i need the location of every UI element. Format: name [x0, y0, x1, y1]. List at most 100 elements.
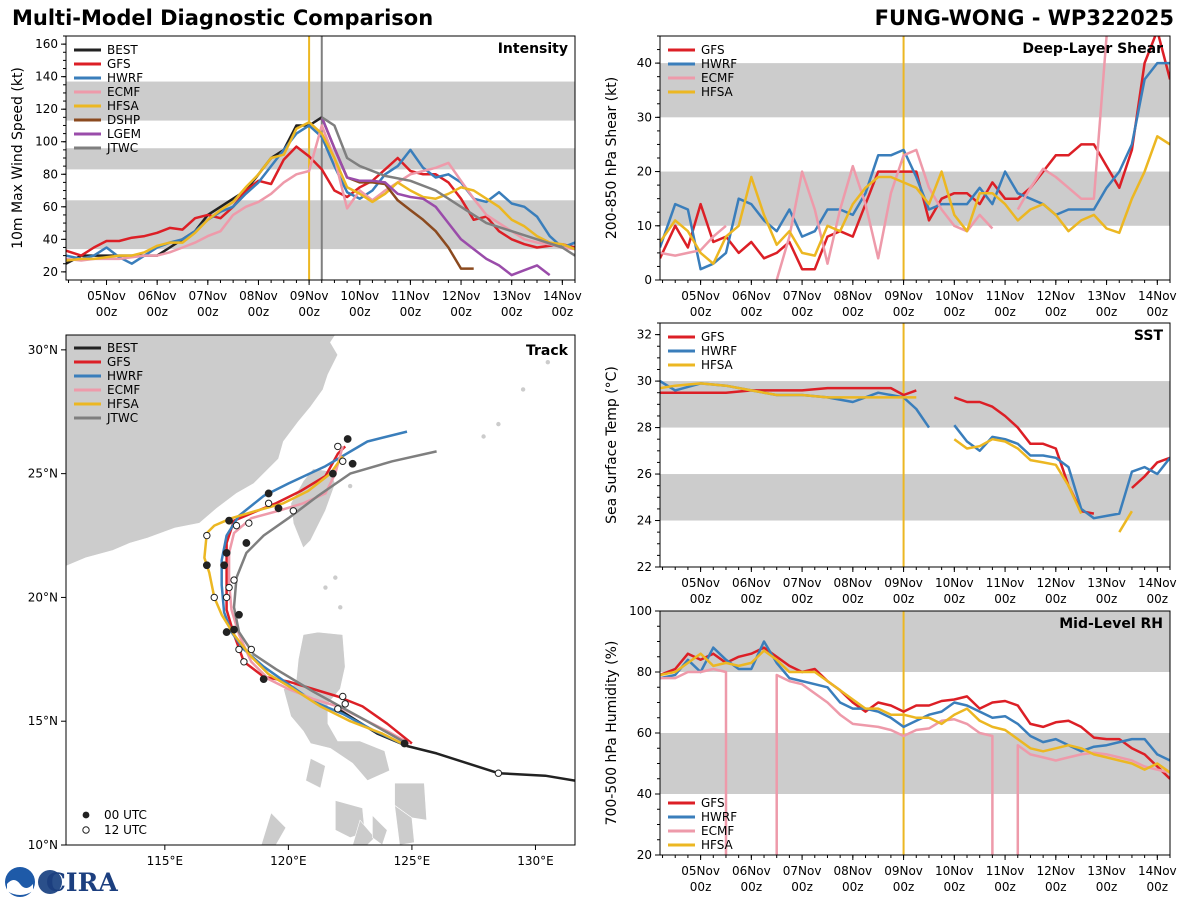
track-ytick-label: 30°N: [28, 343, 58, 357]
track-point-12utc: [232, 521, 241, 530]
shear-legend-label: HWRF: [701, 57, 737, 71]
intensity-legend-label: HFSA: [107, 99, 140, 113]
sst-xtick-label: 00z: [690, 592, 712, 606]
panel-track: 115°E 120°E 125°E 130°E 10°N 15°N 20°N 25°N 30°N…: [28, 334, 576, 868]
rh-ylabel: 700-500 hPa Humidity (%): [604, 641, 620, 826]
rh-legend-label: GFS: [701, 796, 725, 810]
intensity-ytick-label: 80: [43, 167, 58, 181]
shear-ytick-label: 30: [637, 110, 652, 124]
track-lines: [202, 430, 575, 782]
rh-ytick-label: 60: [637, 726, 652, 740]
negros-island: [352, 819, 376, 845]
sst-ylabel: Sea Surface Temp (°C): [604, 366, 620, 524]
sst-xtick-label: 00z: [1147, 592, 1169, 606]
intensity-xtick-label: 00z: [298, 305, 320, 319]
intensity-line-lgem: [320, 116, 551, 277]
shear-xtick-label: 00z: [842, 305, 864, 319]
track-point-00utc: [274, 504, 283, 513]
sst-xtick-label: 11Nov: [986, 576, 1025, 590]
rh-series: [660, 640, 1170, 855]
rh-xtick-label: 13Nov: [1087, 864, 1126, 878]
shear-xtick-label: 12Nov: [1036, 289, 1075, 303]
rh-xtick-label: 00z: [1045, 880, 1067, 894]
intensity-ytick-label: 20: [43, 265, 58, 279]
intensity-xtick-label: 00z: [197, 305, 219, 319]
intensity-xtick-label: 11Nov: [391, 289, 430, 303]
panel-sst: 22 24 26 28 30 32 05Nov 00z 06Nov 00z 07Nov 00z 08No…: [604, 322, 1177, 606]
track-point-12utc: [235, 645, 243, 654]
shear-xtick-label: 00z: [1045, 305, 1067, 319]
intensity-series: [66, 116, 575, 277]
rh-legend-label: ECMF: [701, 824, 734, 838]
intensity-xtick-label: 12Nov: [442, 289, 481, 303]
sst-xtick-label: 06Nov: [732, 576, 771, 590]
rh-panel-title: Mid-Level RH: [1059, 616, 1163, 632]
intensity-ytick-label: 160: [35, 37, 58, 51]
rh-xtick-label: 10Nov: [935, 864, 974, 878]
track-legend-label: BEST: [107, 341, 138, 355]
track-point-12utc: [240, 658, 248, 666]
shear-legend-label: ECMF: [701, 71, 734, 85]
sst-ytick-label: 22: [637, 560, 652, 574]
rh-legend-label: HFSA: [701, 838, 734, 852]
intensity-line-hfsa: [66, 120, 575, 262]
track-ytick-label: 15°N: [28, 714, 58, 728]
rh-legend-label: HWRF: [701, 810, 737, 824]
intensity-xtick-label: 05Nov: [87, 289, 126, 303]
rh-line-hfsa: [660, 649, 1170, 774]
track-point-12utc: [494, 769, 503, 777]
figure-title: Multi-Model Diagnostic Comparison: [12, 6, 434, 30]
shear-xtick-label: 05Nov: [681, 289, 720, 303]
sst-xtick-label: 00z: [791, 592, 813, 606]
shear-xtick-label: 00z: [1147, 305, 1169, 319]
track-ytick-label: 10°N: [28, 838, 58, 852]
shear-xtick-label: 06Nov: [732, 289, 771, 303]
shear-legend-label: GFS: [701, 43, 725, 57]
rh-band-0: [660, 733, 1170, 794]
sst-xtick-label: 00z: [944, 592, 966, 606]
track-point-00utc: [328, 469, 337, 478]
intensity-xtick-label: 00z: [146, 305, 168, 319]
track-point-12utc: [289, 507, 298, 515]
rh-xtick-label: 05Nov: [681, 864, 720, 878]
small-island-1: [333, 575, 338, 580]
shear-xtick-label: 00z: [994, 305, 1016, 319]
sst-xtick-label: 00z: [741, 592, 763, 606]
track-point-12utc: [225, 583, 233, 592]
shear-xtick-label: 09Nov: [884, 289, 923, 303]
shear-xtick-label: 00z: [690, 305, 712, 319]
intensity-ytick-label: 100: [35, 135, 58, 149]
intensity-legend-label: JTWC: [106, 141, 138, 155]
intensity-panel-title: Intensity: [498, 41, 568, 57]
rh-xtick-label: 00z: [994, 880, 1016, 894]
sst-xtick-label: 14Nov: [1138, 576, 1177, 590]
intensity-xtick-label: 14Nov: [543, 289, 582, 303]
palawan-island: [260, 812, 287, 845]
panel-shear: 0 10 20 30 40 05Nov 00z 06Nov 00z 07Nov 00z 08Nov 00…: [604, 35, 1177, 319]
intensity-legend-label: ECMF: [107, 85, 140, 99]
shear-ytick-label: 40: [637, 56, 652, 70]
track-legend-label: GFS: [107, 355, 131, 369]
small-island-5: [545, 360, 551, 365]
track-point-12utc: [222, 593, 231, 602]
intensity-ytick-label: 140: [35, 70, 58, 84]
shear-line-hwrf: [660, 61, 1170, 271]
track-point-00utc: [259, 675, 268, 684]
track-point-12utc: [203, 531, 211, 540]
track-point-00utc: [242, 539, 251, 547]
intensity-line-ecmf: [66, 124, 575, 262]
shear-xtick-label: 13Nov: [1087, 289, 1126, 303]
sst-ytick-label: 30: [637, 374, 652, 388]
rh-line-gfs: [660, 646, 1170, 780]
cebu-island: [372, 814, 388, 845]
track-panel-title: Track: [526, 343, 569, 359]
shear-xtick-label: 00z: [944, 305, 966, 319]
intensity-band-2: [66, 81, 575, 121]
shear-panel-title: Deep-Layer Shear: [1022, 41, 1163, 57]
sst-xtick-label: 00z: [893, 592, 915, 606]
storm-title: FUNG-WONG - WP322025: [874, 6, 1174, 30]
sst-xtick-label: 00z: [1045, 592, 1067, 606]
panel-intensity: 20 40 60 80 100 120 140 160 05Nov 00z 06Nov 00z 07No…: [10, 35, 582, 319]
track-point-00utc: [235, 610, 243, 619]
intensity-legend-label: BEST: [107, 43, 138, 57]
